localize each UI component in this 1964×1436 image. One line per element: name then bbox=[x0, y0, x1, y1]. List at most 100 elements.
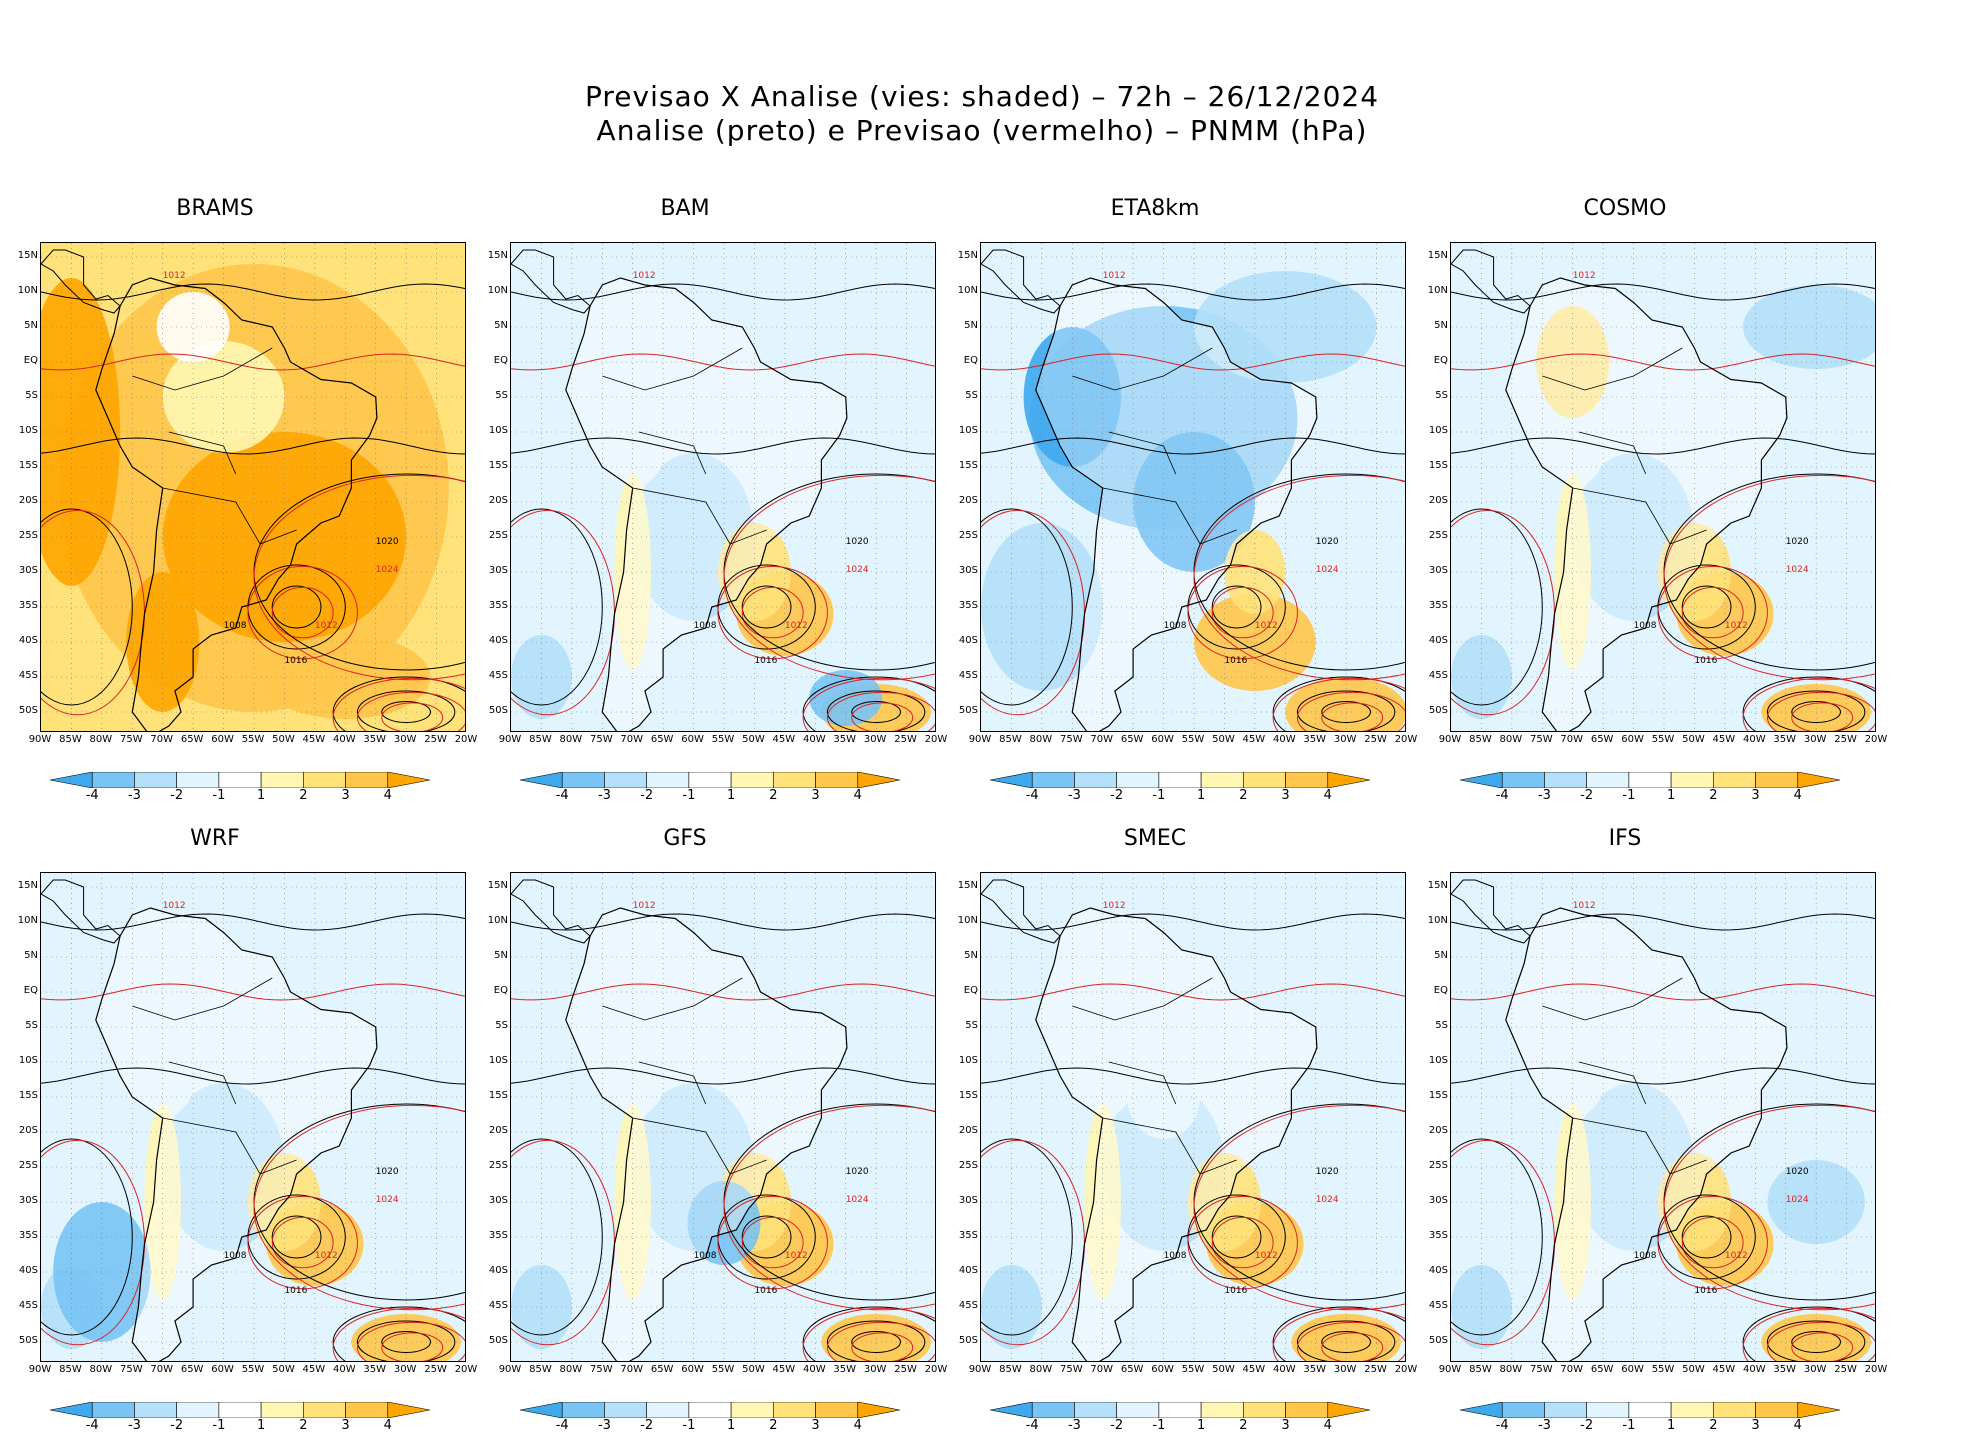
colorbar-segment bbox=[345, 771, 389, 789]
lon-tick-label: 35W bbox=[833, 734, 857, 745]
lat-tick-label: 25S bbox=[1428, 530, 1448, 541]
panel-title: BRAMS bbox=[176, 196, 254, 221]
isobar-label: 1012 bbox=[1103, 901, 1126, 911]
isobar-label: 1008 bbox=[694, 1251, 717, 1261]
colorbar-tick-label: 3 bbox=[1751, 1418, 1760, 1433]
lon-tick-label: 55W bbox=[1181, 734, 1205, 745]
lat-tick-label: 35S bbox=[1428, 1230, 1448, 1241]
colorbar-segment bbox=[1670, 1401, 1714, 1419]
colorbar-segment bbox=[1327, 1401, 1371, 1419]
colorbar-tick-label: 2 bbox=[1239, 788, 1248, 803]
lat-tick-label: 5S bbox=[965, 1020, 978, 1031]
lon-tick-label: 45W bbox=[1712, 1364, 1736, 1375]
colorbar-segment bbox=[1544, 771, 1587, 789]
lon-tick-label: 20W bbox=[454, 734, 478, 745]
isobar-label: 1008 bbox=[1164, 621, 1187, 631]
colorbar-segment bbox=[345, 1401, 389, 1419]
lat-tick-label: 5S bbox=[495, 390, 508, 401]
map-plot: 1008 1012 1020 1012 1016 1024 bbox=[1450, 242, 1876, 732]
colorbar-segment bbox=[1797, 1401, 1841, 1419]
lat-tick-label: 10N bbox=[17, 915, 38, 926]
colorbar: -4 -3 -2 -1 1 2 3 4 bbox=[519, 1401, 901, 1433]
colorbar-tick-label: -4 bbox=[1495, 1418, 1509, 1433]
lon-tick-label: 80W bbox=[559, 1364, 583, 1375]
map-canvas: 1008 1012 1020 1012 1016 1024 bbox=[41, 873, 465, 1361]
colorbar-segment bbox=[91, 771, 135, 789]
lat-tick-label: EQ bbox=[23, 355, 38, 366]
figure-title-line-2: Analise (preto) e Previsao (vermelho) – … bbox=[596, 114, 1368, 147]
lon-tick-label: 35W bbox=[1303, 1364, 1327, 1375]
lon-tick-label: 80W bbox=[89, 1364, 113, 1375]
colorbar-segment bbox=[1501, 771, 1545, 789]
isobar-label: 1020 bbox=[1316, 1167, 1339, 1177]
lat-tick-label: 35S bbox=[1428, 600, 1448, 611]
lon-tick-label: 45W bbox=[772, 1364, 796, 1375]
colorbar-segment bbox=[1755, 1401, 1799, 1419]
isobar-label: 1012 bbox=[785, 1251, 808, 1261]
isobar-label: 1024 bbox=[1316, 1195, 1339, 1205]
colorbar-segment bbox=[1116, 1401, 1160, 1419]
colorbar-segment bbox=[646, 1401, 690, 1419]
lon-tick-label: 25W bbox=[1834, 1364, 1857, 1375]
colorbar-segment bbox=[857, 771, 901, 789]
map-plot: 1008 1012 1020 1012 1016 1024 bbox=[40, 872, 466, 1362]
lat-tick-label: EQ bbox=[1433, 355, 1448, 366]
isobar-label: 1020 bbox=[846, 1167, 869, 1177]
colorbar-segment bbox=[1200, 1401, 1244, 1419]
lat-tick-label: EQ bbox=[493, 985, 508, 996]
lon-tick-label: 75W bbox=[589, 1364, 613, 1375]
lat-tick-label: 30S bbox=[18, 565, 38, 576]
lon-tick-label: 40W bbox=[1742, 734, 1766, 745]
lat-tick-label: 10S bbox=[958, 1055, 978, 1066]
lat-tick-label: 35S bbox=[958, 1230, 978, 1241]
isobar-label: 1008 bbox=[1634, 1251, 1657, 1261]
isobar-label: 1024 bbox=[376, 1195, 399, 1205]
lat-tick-label: 5N bbox=[964, 320, 978, 331]
lon-tick-label: 55W bbox=[1651, 734, 1675, 745]
lon-tick-label: 50W bbox=[1212, 734, 1235, 745]
lat-tick-label: 50S bbox=[18, 1335, 38, 1346]
lon-tick-label: 70W bbox=[1560, 1364, 1584, 1375]
colorbar-tick-label: 1 bbox=[1666, 788, 1676, 803]
lat-tick-label: 45S bbox=[1428, 1300, 1448, 1311]
lon-tick-label: 20W bbox=[1394, 734, 1418, 745]
colorbar-segment bbox=[1586, 771, 1630, 789]
lon-tick-label: 70W bbox=[1090, 734, 1114, 745]
colorbar-tick-label: -3 bbox=[1537, 1418, 1551, 1433]
colorbar-tick-label: -2 bbox=[1110, 788, 1124, 803]
isobar-label: 1020 bbox=[1786, 537, 1809, 547]
lat-tick-label: 30S bbox=[958, 1195, 978, 1206]
lat-tick-label: 5N bbox=[24, 950, 38, 961]
colorbar-tick-label: 4 bbox=[853, 788, 862, 803]
lat-tick-label: 5S bbox=[25, 390, 38, 401]
lon-tick-label: 45W bbox=[772, 734, 796, 745]
lon-tick-label: 25W bbox=[894, 734, 917, 745]
colorbar-segment bbox=[561, 1401, 605, 1419]
lon-tick-label: 80W bbox=[1029, 1364, 1053, 1375]
isobar-label: 1016 bbox=[754, 1286, 777, 1296]
colorbar-tick-label: 3 bbox=[1751, 788, 1760, 803]
lon-tick-label: 30W bbox=[1803, 734, 1827, 745]
lat-tick-label: 30S bbox=[958, 565, 978, 576]
lon-tick-label: 20W bbox=[1864, 734, 1888, 745]
lat-tick-label: 40S bbox=[1428, 1265, 1448, 1276]
lon-tick-label: 75W bbox=[1529, 734, 1553, 745]
lat-tick-label: 10N bbox=[957, 915, 978, 926]
isobar-label: 1020 bbox=[376, 537, 399, 547]
lat-tick-label: 5S bbox=[1435, 1020, 1448, 1031]
colorbar: -4 -3 -2 -1 1 2 3 4 bbox=[989, 1401, 1371, 1433]
lon-tick-label: 85W bbox=[999, 1364, 1022, 1375]
lon-tick-label: 75W bbox=[1059, 1364, 1083, 1375]
colorbar-segment bbox=[1074, 771, 1117, 789]
lon-tick-label: 40W bbox=[802, 1364, 826, 1375]
lat-tick-label: 5S bbox=[1435, 390, 1448, 401]
lat-tick-label: 10S bbox=[1428, 1055, 1448, 1066]
lon-tick-label: 55W bbox=[711, 734, 735, 745]
colorbar-tick-label: -2 bbox=[170, 788, 184, 803]
lon-tick-label: 60W bbox=[681, 1364, 704, 1375]
lon-tick-label: 90W bbox=[28, 734, 52, 745]
lat-tick-label: 30S bbox=[1428, 565, 1448, 576]
lat-tick-label: 15N bbox=[1427, 880, 1448, 891]
lon-tick-label: 35W bbox=[833, 1364, 857, 1375]
lat-tick-label: 15S bbox=[1428, 460, 1448, 471]
